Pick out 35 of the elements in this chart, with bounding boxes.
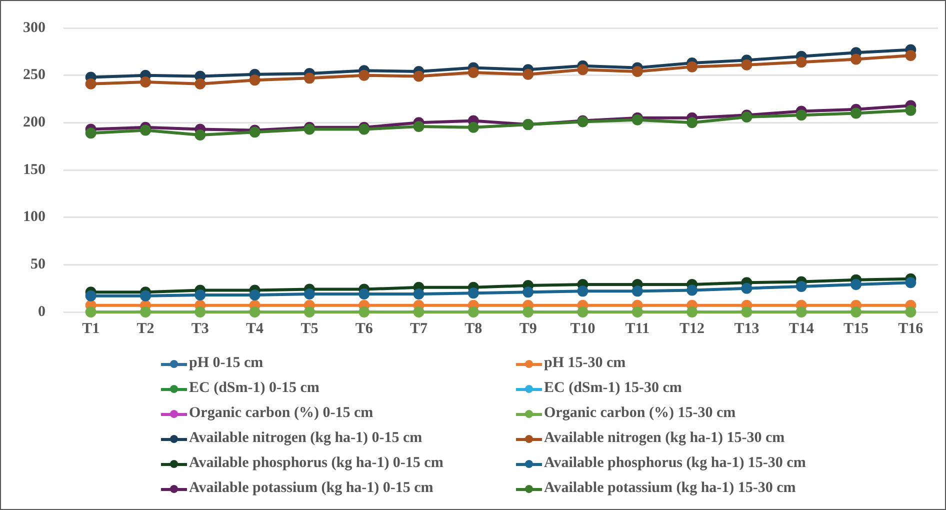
legend-label: Available phosphorus (kg ha-1) 0-15 cm xyxy=(189,455,444,472)
legend-label: Available nitrogen (kg ha-1) 0-15 cm xyxy=(189,430,422,447)
x-tick-label: T10 xyxy=(570,320,596,337)
x-tick-label: T11 xyxy=(625,320,650,337)
legend-label: Available potassium (kg ha-1) 0-15 cm xyxy=(189,480,434,497)
x-tick-label: T4 xyxy=(246,320,264,337)
y-tick-label: 250 xyxy=(23,67,46,84)
legend-label: Available phosphorus (kg ha-1) 15-30 cm xyxy=(544,455,806,472)
y-tick-label: 100 xyxy=(23,209,46,226)
y-tick-label: 300 xyxy=(23,20,46,36)
x-tick-label: T12 xyxy=(680,320,705,337)
x-tick-label: T9 xyxy=(519,320,537,337)
y-tick-label: 0 xyxy=(38,304,46,320)
legend-label: Organic carbon (%) 15-30 cm xyxy=(544,405,736,422)
x-tick-label: T6 xyxy=(355,320,374,337)
x-tick-label: T14 xyxy=(788,320,814,337)
legend-label: Available potassium (kg ha-1) 15-30 cm xyxy=(544,480,796,497)
y-tick-label: 50 xyxy=(30,256,46,273)
legend-label: EC (dSm-1) 0-15 cm xyxy=(189,380,320,397)
legend-label: pH 0-15 cm xyxy=(189,355,264,372)
x-tick-label: T15 xyxy=(844,320,869,337)
legend-label: Available nitrogen (kg ha-1) 15-30 cm xyxy=(544,430,785,447)
legend-label: EC (dSm-1) 15-30 cm xyxy=(544,380,682,397)
x-tick-label: T16 xyxy=(898,320,924,337)
x-tick-label: T5 xyxy=(300,320,318,337)
legend-label: Organic carbon (%) 0-15 cm xyxy=(189,405,374,422)
x-tick-label: T1 xyxy=(82,320,100,337)
y-tick-label: 200 xyxy=(23,114,46,131)
x-tick-label: T3 xyxy=(191,320,209,337)
x-tick-label: T7 xyxy=(410,320,428,337)
x-tick-label: T2 xyxy=(136,320,154,337)
y-tick-label: 150 xyxy=(23,162,46,178)
x-tick-label: T8 xyxy=(464,320,482,337)
x-tick-label: T13 xyxy=(734,320,760,337)
legend-label: pH 15-30 cm xyxy=(544,355,626,372)
